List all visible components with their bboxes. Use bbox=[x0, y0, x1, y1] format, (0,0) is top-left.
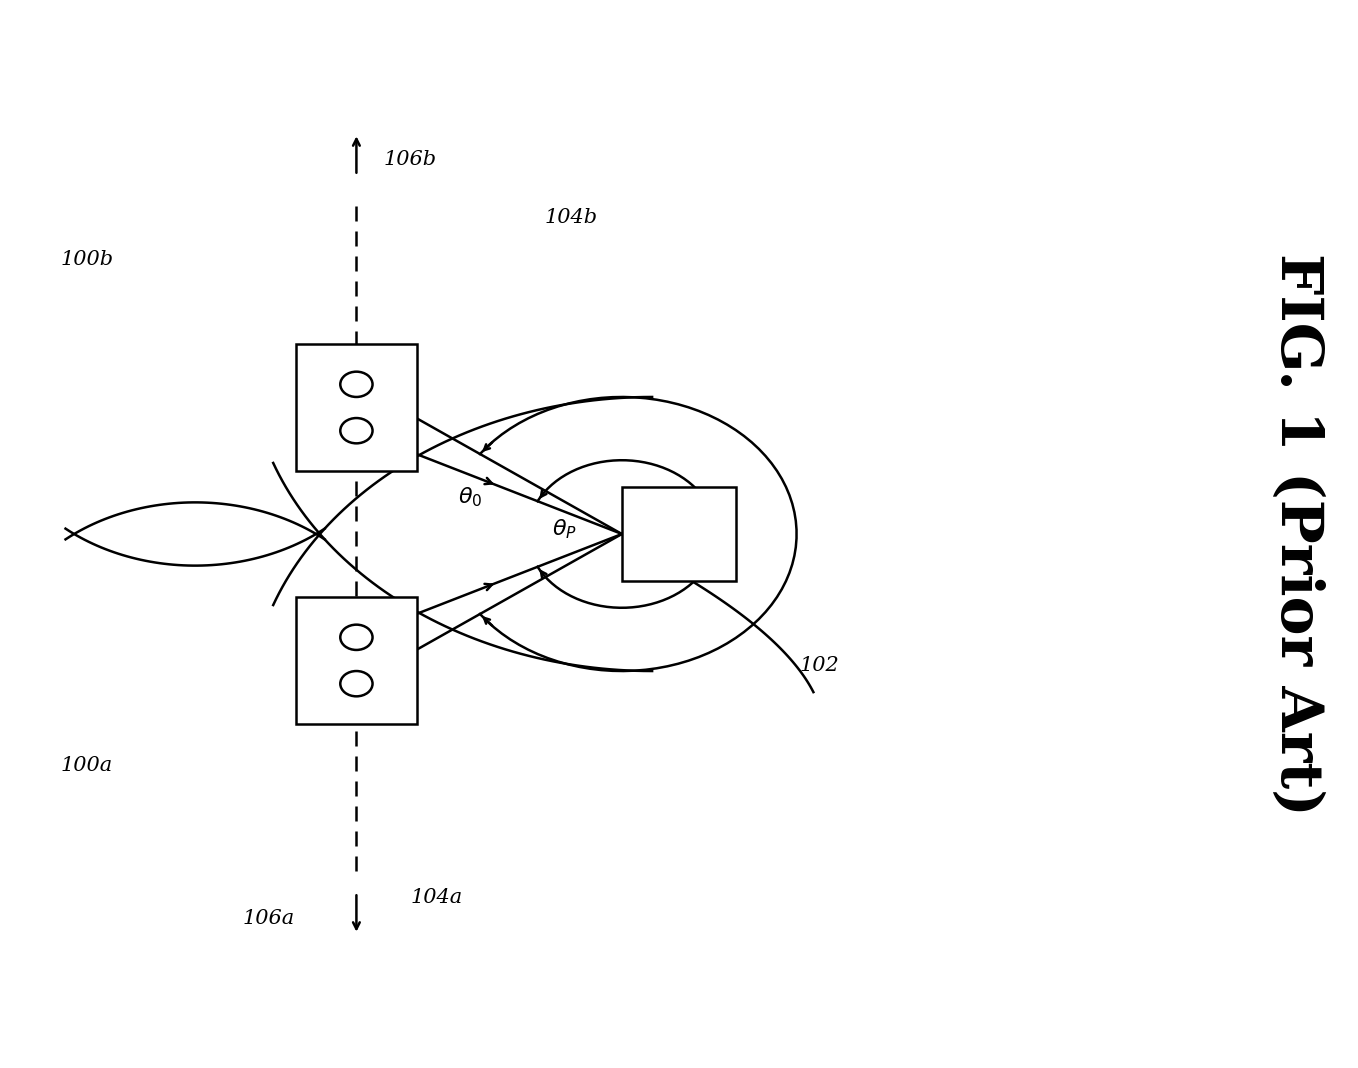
Text: $\theta_0$: $\theta_0$ bbox=[459, 485, 483, 509]
Text: 102: 102 bbox=[800, 656, 839, 675]
Text: 104a: 104a bbox=[410, 889, 463, 907]
Text: 104b: 104b bbox=[545, 208, 598, 227]
Text: 100b: 100b bbox=[61, 250, 114, 269]
Text: 106a: 106a bbox=[242, 909, 295, 928]
Bar bbox=[622, 487, 736, 581]
Text: $\theta_P$: $\theta_P$ bbox=[553, 517, 577, 540]
Bar bbox=[296, 597, 417, 724]
Text: 100a: 100a bbox=[61, 756, 113, 775]
Text: FIG. 1 (Prior Art): FIG. 1 (Prior Art) bbox=[1270, 253, 1325, 815]
Bar bbox=[296, 344, 417, 471]
Text: 106b: 106b bbox=[383, 151, 436, 170]
